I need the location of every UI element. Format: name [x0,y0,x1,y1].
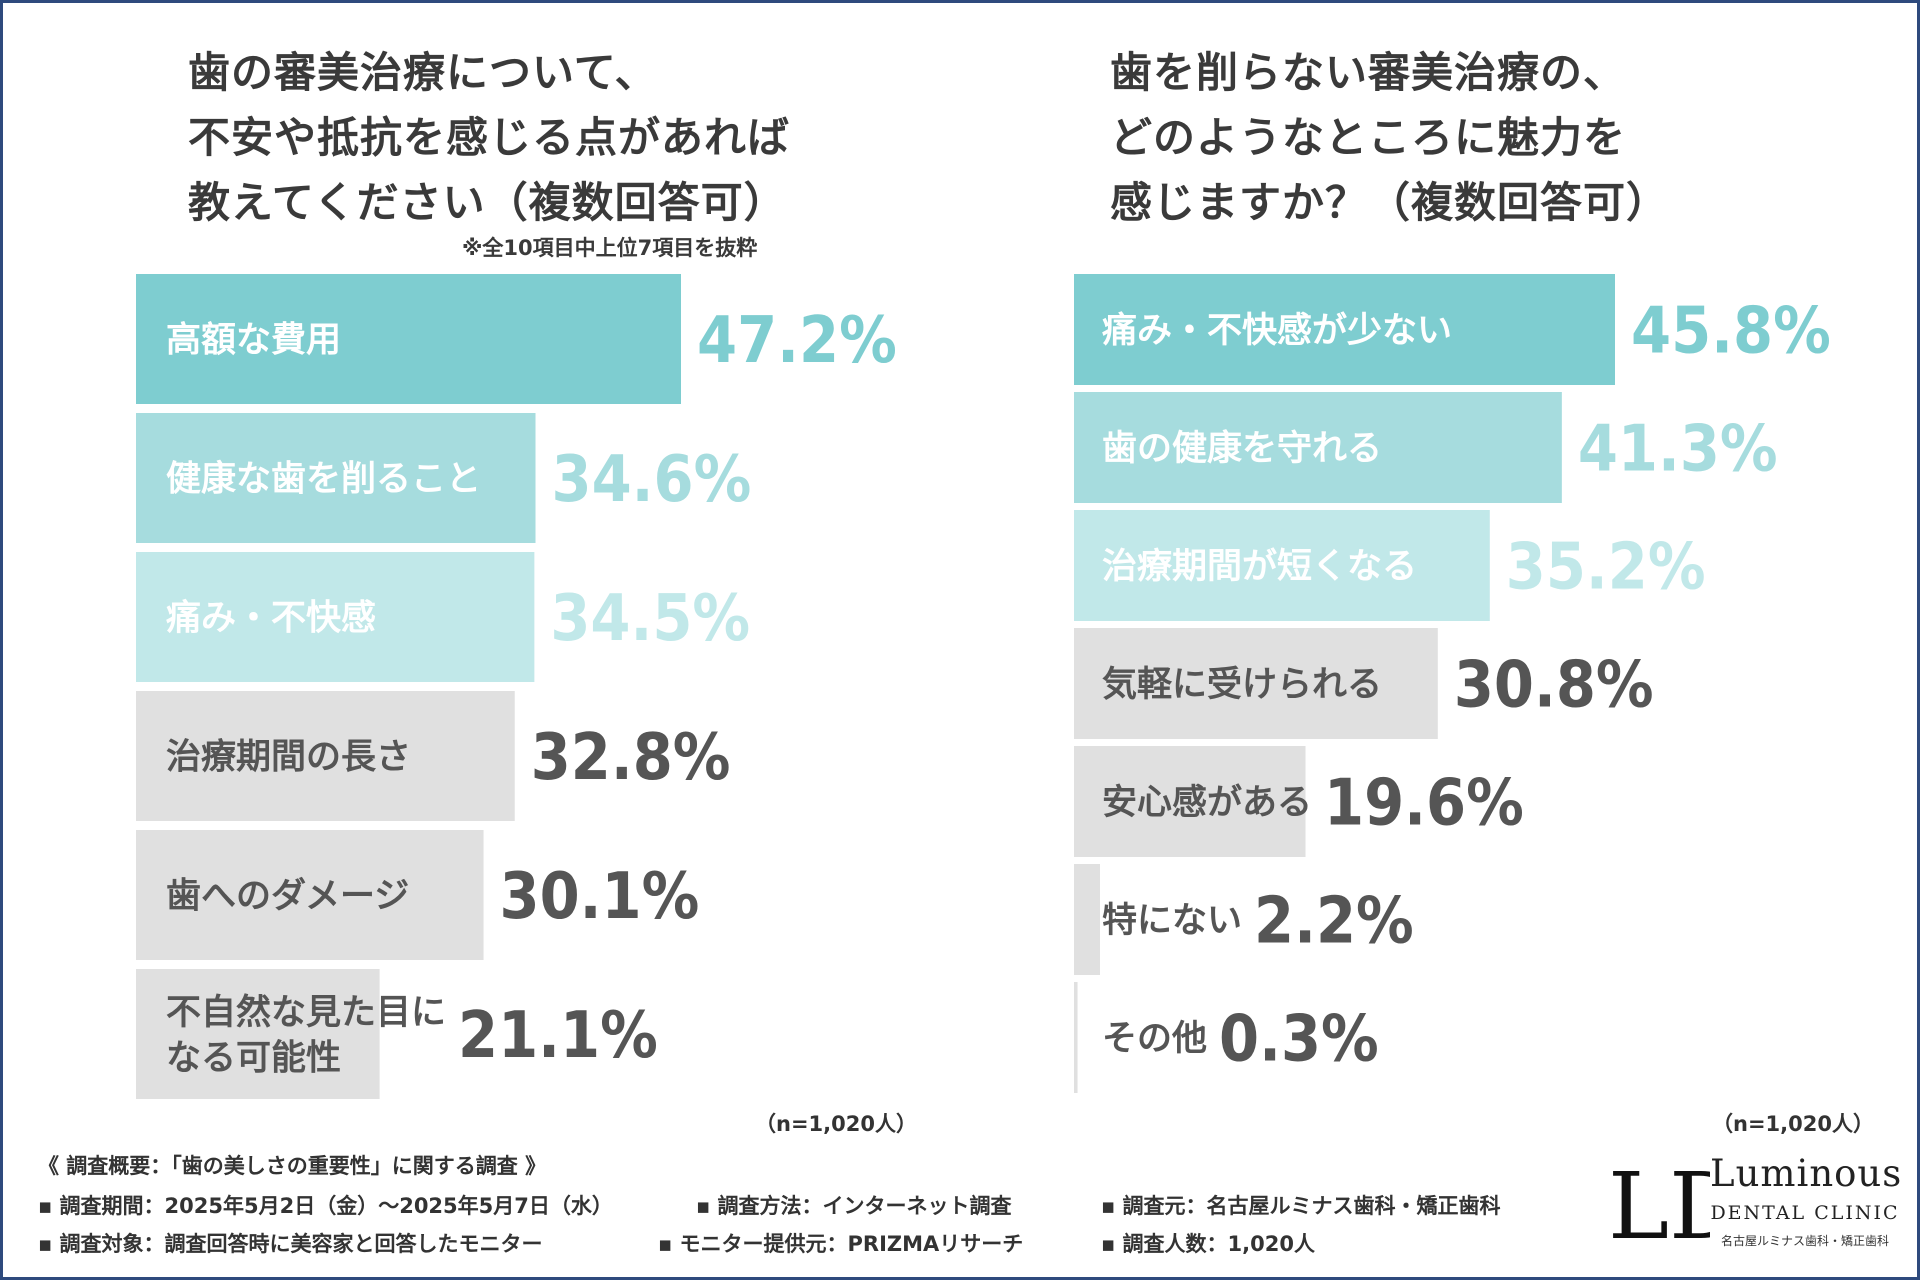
category-label: 健康な歯を削ること [166,459,481,500]
category-label: その他 [1102,1019,1207,1059]
bar-4 [1074,746,1306,857]
survey-count: ▪ 調査人数：1,020人 [1101,1232,1315,1256]
bar-1 [136,413,536,543]
bar-6 [1074,982,1078,1093]
bar-2 [136,552,535,682]
value-label: 30.1% [500,860,700,934]
clinic-subtitle: DENTAL CLINIC [1710,1202,1900,1224]
value-label: 32.8% [531,721,731,795]
clinic-japanese-name: 名古屋ルミナス歯科・矯正歯科 [1720,1234,1889,1248]
survey-method: ▪ 調査方法：インターネット調査 [696,1194,1012,1218]
category-label: 治療期間の長さ [166,738,411,778]
survey-heading: 《 調査概要：「歯の美しさの重要性」に関する調査 》 [38,1154,547,1178]
category-label: 痛み・不快感 [166,599,376,639]
category-label: 治療期間が短くなる [1102,547,1417,587]
left-sample-size: （n=1,020人） [755,1112,917,1136]
category-label: 歯の健康を守れる [1102,428,1382,469]
bar-0 [136,274,681,404]
category-label: 高額な費用 [166,321,341,361]
bar-0 [1074,274,1615,385]
value-label: 41.3% [1578,413,1778,487]
survey-period: ▪ 調査期間：2025年5月2日（金）～2025年5月7日（水） [38,1194,613,1218]
survey-provider: ▪ モニター提供元：PRIZMAリサーチ [658,1232,1024,1256]
clinic-logo: LD Luminous DENTAL CLINIC 名古屋ルミナス歯科・矯正歯科 [1600,1150,1903,1256]
ld-monogram-icon: LD [1608,1153,1710,1256]
left-chart-note: ※全10項目中上位7項目を抜粋 [462,236,758,260]
category-label: 気軽に受けられる [1102,665,1382,705]
value-label: 21.1% [458,999,658,1073]
value-label: 30.8% [1454,649,1654,723]
value-label: 34.5% [550,582,750,656]
left-chart-title: 歯の審美治療について、 不安や抵抗を感じる点があれば 教えてください（複数回答可… [188,48,791,227]
bar-1 [1074,392,1562,503]
category-label: 痛み・不快感が少ない [1102,311,1452,351]
value-label: 47.2% [697,304,897,378]
bar-4 [136,830,484,960]
category-label: 安心感がある [1102,783,1312,823]
value-label: 45.8% [1631,295,1831,369]
value-label: 2.2% [1254,885,1414,959]
right-chart-title: 歯を削らない審美治療の、 どのようなところに魅力を 感じますか？（複数回答可） [1110,48,1670,227]
bar-5 [1074,864,1100,975]
monogram-l: LD [1608,1153,1710,1256]
value-label: 0.3% [1219,1003,1379,1077]
value-label: 35.2% [1506,531,1706,605]
value-label: 19.6% [1324,767,1524,841]
clinic-name: Luminous [1710,1152,1903,1195]
bar-3 [1074,628,1438,739]
bar-3 [136,691,515,821]
bar-2 [1074,510,1490,621]
survey-source: ▪ 調査元：名古屋ルミナス歯科・矯正歯科 [1101,1194,1501,1218]
survey-target: ▪ 調査対象：調査回答時に美容家と回答したモニター [38,1232,543,1256]
category-label: 不自然な見た目になる可能性 [166,992,446,1079]
right-sample-size: （n=1,020人） [1712,1112,1874,1136]
value-label: 34.6% [552,443,752,517]
category-label: 特にない [1102,901,1242,941]
category-label: 歯へのダメージ [166,877,409,917]
bar-5 [136,969,380,1099]
